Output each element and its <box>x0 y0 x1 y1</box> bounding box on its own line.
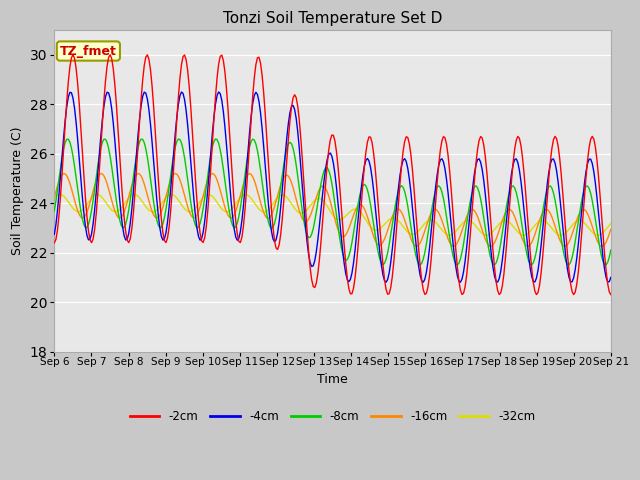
Legend: -2cm, -4cm, -8cm, -16cm, -32cm: -2cm, -4cm, -8cm, -16cm, -32cm <box>125 406 540 428</box>
Text: TZ_fmet: TZ_fmet <box>60 45 117 58</box>
X-axis label: Time: Time <box>317 372 348 385</box>
Title: Tonzi Soil Temperature Set D: Tonzi Soil Temperature Set D <box>223 11 442 26</box>
Y-axis label: Soil Temperature (C): Soil Temperature (C) <box>11 127 24 255</box>
